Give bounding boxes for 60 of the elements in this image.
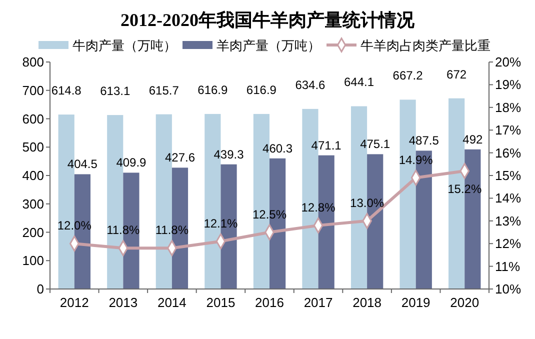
y2-tick-label: 11%	[495, 258, 520, 274]
data-label: 460.3	[262, 141, 293, 156]
y2-tick-label: 20%	[495, 54, 522, 70]
data-label: 409.9	[116, 156, 147, 170]
data-label: 427.6	[164, 150, 196, 165]
data-label: 616.9	[246, 82, 277, 97]
y2-tick-label: 19%	[495, 77, 522, 92]
y-tick-label: 500	[22, 140, 44, 155]
data-label: 11.8%	[106, 223, 140, 238]
data-label: 492	[462, 132, 483, 146]
data-label: 615.7	[148, 83, 180, 98]
legend-label: 牛羊肉占肉类产量比重	[360, 38, 490, 53]
y-tick-label: 800	[22, 54, 44, 70]
data-label: 644.1	[344, 75, 374, 90]
data-label: 12.8%	[301, 200, 336, 214]
y2-tick-label: 10%	[495, 282, 522, 296]
x-tick-label: 2017	[304, 295, 333, 310]
x-tick-label: 2012	[60, 295, 89, 310]
y-tick-label: 200	[22, 224, 44, 240]
data-label: 12.0%	[57, 218, 92, 233]
y-tick-label: 300	[22, 196, 44, 212]
x-tick-label: 2019	[401, 295, 430, 310]
y2-tick-label: 16%	[495, 145, 522, 160]
data-label: 12.1%	[204, 216, 238, 230]
data-label: 475.1	[360, 137, 390, 152]
data-label: 634.6	[295, 78, 326, 92]
data-label: 14.9%	[398, 152, 434, 167]
x-tick-label: 2016	[255, 295, 284, 310]
data-label: 439.3	[214, 147, 244, 162]
data-label: 487.5	[408, 134, 440, 148]
x-tick-label: 2018	[352, 295, 382, 310]
y2-tick-label: 13%	[495, 213, 522, 228]
data-label: 11.8%	[155, 223, 189, 238]
y2-tick-label: 17%	[495, 122, 522, 138]
y-tick-label: 100	[22, 253, 44, 268]
data-label: 15.2%	[448, 182, 482, 196]
x-tick-label: 2014	[157, 295, 186, 310]
chart-title: 2012-2020年我国牛羊肉产量统计情况	[120, 10, 416, 30]
y2-tick-label: 18%	[495, 100, 522, 115]
legend-label: 牛肉产量（万吨）	[72, 38, 176, 53]
y-tick-label: 0	[36, 282, 44, 296]
y-tick-label: 700	[22, 82, 44, 98]
data-label: 13.0%	[350, 196, 384, 210]
data-label: 404.5	[67, 157, 98, 172]
x-tick-label: 2013	[108, 295, 138, 310]
y-tick-label: 400	[22, 168, 44, 183]
y2-tick-label: 14%	[495, 190, 522, 206]
data-label: 12.5%	[252, 207, 287, 222]
x-tick-label: 2015	[206, 295, 236, 310]
data-label: 614.8	[51, 84, 82, 98]
y-tick-label: 600	[22, 111, 44, 126]
data-label: 672	[446, 67, 467, 82]
y2-tick-label: 15%	[495, 168, 522, 183]
data-label: 667.2	[392, 68, 424, 83]
x-tick-label: 2020	[450, 295, 480, 310]
data-label: 613.1	[100, 84, 130, 98]
y2-tick-label: 12%	[495, 236, 522, 252]
data-label: 616.9	[198, 82, 228, 97]
legend-label: 羊肉产量（万吨）	[216, 38, 320, 53]
data-label: 471.1	[311, 138, 342, 152]
